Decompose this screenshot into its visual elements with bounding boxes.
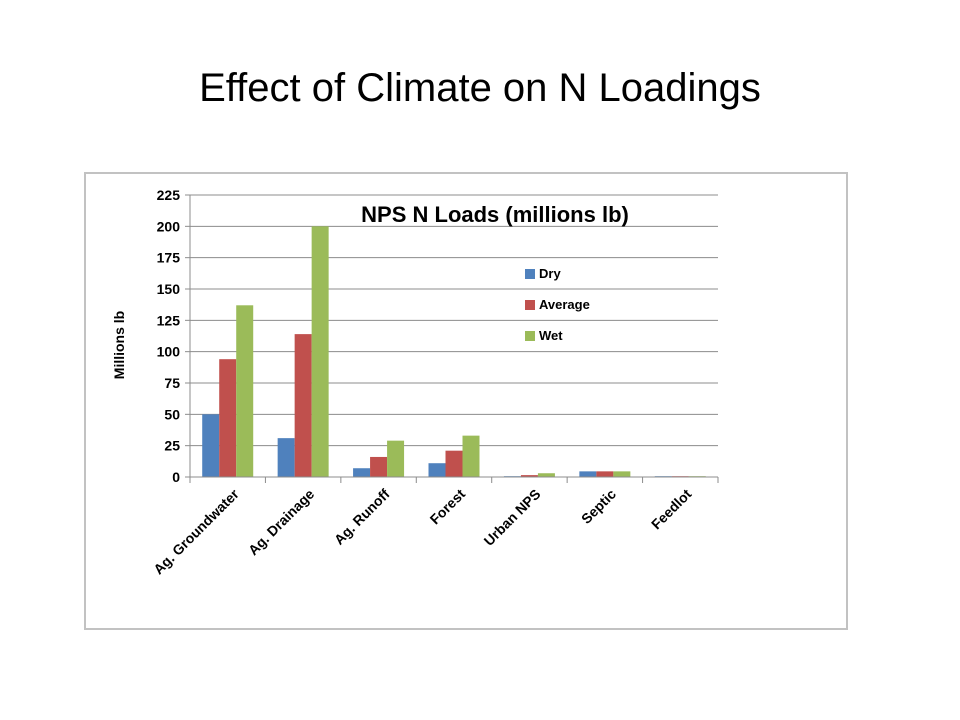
category-label: Ag. Drainage bbox=[245, 486, 318, 559]
bar-wet bbox=[462, 435, 480, 477]
bar-dry bbox=[428, 463, 446, 477]
category-label: Septic bbox=[578, 486, 619, 527]
y-tick-label: 125 bbox=[157, 312, 181, 328]
bar-average bbox=[445, 450, 463, 477]
y-tick-label: 175 bbox=[157, 250, 181, 266]
y-tick-label: 200 bbox=[157, 218, 181, 234]
bar-dry bbox=[202, 414, 220, 477]
bar-dry bbox=[277, 438, 295, 477]
legend-swatch-wet bbox=[525, 331, 535, 341]
y-tick-label: 150 bbox=[157, 281, 181, 297]
category-label: Feedlot bbox=[648, 486, 695, 533]
y-tick-label: 100 bbox=[157, 344, 181, 360]
bar-dry bbox=[353, 468, 371, 477]
bar-average bbox=[370, 456, 388, 477]
y-tick-labels: 0 25 50 75 100 125 150 175 200 225 bbox=[157, 187, 181, 485]
bar-wet bbox=[387, 440, 405, 477]
bar-wet bbox=[311, 226, 329, 477]
category-label: Ag. Groundwater bbox=[150, 485, 242, 577]
y-tick-label: 50 bbox=[164, 406, 180, 422]
bar-average bbox=[520, 475, 538, 477]
legend-label-dry: Dry bbox=[539, 266, 561, 281]
gridlines bbox=[185, 194, 718, 478]
legend: Dry Average Wet bbox=[525, 266, 590, 343]
bar-average bbox=[596, 471, 614, 477]
legend-label-average: Average bbox=[539, 297, 590, 312]
bar-average bbox=[294, 334, 312, 477]
bar-average bbox=[219, 359, 237, 477]
bar-wet bbox=[613, 471, 631, 477]
legend-label-wet: Wet bbox=[539, 328, 563, 343]
legend-swatch-average bbox=[525, 300, 535, 310]
chart-title: NPS N Loads (millions lb) bbox=[361, 202, 629, 227]
y-tick-label: 0 bbox=[172, 469, 180, 485]
legend-swatch-dry bbox=[525, 269, 535, 279]
bar-wet bbox=[236, 305, 254, 477]
axes bbox=[189, 195, 719, 483]
slide-title: Effect of Climate on N Loadings bbox=[199, 66, 761, 110]
category-label: Urban NPS bbox=[481, 486, 544, 549]
y-axis-label: Millions lb bbox=[111, 311, 127, 379]
bars bbox=[202, 226, 706, 477]
chart-frame bbox=[84, 172, 848, 630]
category-labels: Ag. Groundwater Ag. Drainage Ag. Runoff For… bbox=[150, 485, 694, 577]
category-label: Ag. Runoff bbox=[331, 486, 393, 548]
category-label: Forest bbox=[427, 486, 469, 528]
bar-wet bbox=[537, 473, 555, 477]
y-tick-label: 75 bbox=[164, 375, 180, 391]
y-tick-label: 225 bbox=[157, 187, 181, 203]
y-tick-label: 25 bbox=[164, 438, 180, 454]
bar-dry bbox=[579, 471, 597, 477]
